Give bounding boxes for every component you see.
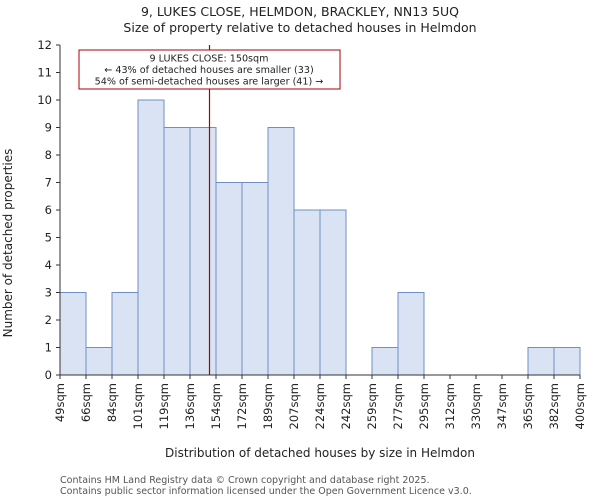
y-tick-label: 9 <box>45 121 52 135</box>
y-tick-label: 5 <box>45 231 52 245</box>
annotation-line-3: 54% of semi-detached houses are larger (… <box>95 77 324 88</box>
x-tick-label: 66sqm <box>79 383 93 422</box>
bar-49sqm <box>59 292 87 376</box>
bar-207sqm <box>293 209 321 376</box>
annotation-box <box>78 49 341 90</box>
y-tick-label: 1 <box>45 341 52 355</box>
x-tick-label: 224sqm <box>313 383 327 429</box>
x-tick-label: 242sqm <box>339 383 353 429</box>
y-tick-label: 2 <box>45 313 52 327</box>
x-tick-label: 382sqm <box>547 383 561 429</box>
bar-154sqm <box>215 182 243 376</box>
y-tick-label: 7 <box>45 176 52 190</box>
x-tick-label: 295sqm <box>417 383 431 429</box>
x-tick-label: 207sqm <box>287 383 301 429</box>
x-tick-label: 259sqm <box>365 383 379 429</box>
bars-group <box>59 99 581 376</box>
y-tick-label: 12 <box>37 38 52 52</box>
x-tick-label: 189sqm <box>261 383 275 429</box>
x-tick-label: 101sqm <box>131 383 145 429</box>
bar-66sqm <box>85 347 113 376</box>
annotation-line-2: ← 43% of detached houses are smaller (33… <box>104 65 313 76</box>
y-tick-label: 6 <box>45 203 52 217</box>
chart-title: 9, LUKES CLOSE, HELMDON, BRACKLEY, NN13 … <box>141 4 459 19</box>
bar-101sqm <box>137 99 165 376</box>
x-tick-label: 330sqm <box>469 383 483 429</box>
y-tick-label: 11 <box>37 66 52 80</box>
y-tick-label: 8 <box>45 148 52 162</box>
x-tick-label: 400sqm <box>573 383 587 429</box>
bar-189sqm <box>267 127 295 376</box>
bar-172sqm <box>241 182 269 376</box>
x-tick-label: 172sqm <box>235 383 249 429</box>
x-tick-label: 347sqm <box>495 383 509 429</box>
x-axis-ticks: 49sqm 66sqm 84sqm 101sqm 119sqm 136sqm 154sqm 1… <box>53 375 587 429</box>
x-axis-label: Distribution of detached houses by size … <box>165 446 475 460</box>
y-axis-label: Number of detached properties <box>1 149 15 338</box>
x-tick-label: 312sqm <box>443 383 457 429</box>
footer-line-2: Contains public sector information licen… <box>60 486 472 497</box>
bar-84sqm <box>111 292 139 376</box>
x-tick-label: 49sqm <box>53 383 67 422</box>
x-tick-label: 365sqm <box>521 383 535 429</box>
bar-277sqm <box>397 292 425 376</box>
x-tick-label: 154sqm <box>209 383 223 429</box>
bar-382sqm <box>553 347 581 376</box>
y-tick-label: 10 <box>37 93 52 107</box>
x-tick-label: 84sqm <box>105 383 119 422</box>
bar-259sqm <box>371 347 399 376</box>
y-tick-label: 0 <box>45 368 52 382</box>
x-tick-label: 136sqm <box>183 383 197 429</box>
x-tick-label: 277sqm <box>391 383 405 429</box>
annotation-line-1: 9 LUKES CLOSE: 150sqm <box>150 54 269 65</box>
footer-line-1: Contains HM Land Registry data © Crown c… <box>60 475 430 486</box>
y-tick-label: 3 <box>45 286 52 300</box>
x-tick-label: 119sqm <box>157 383 171 429</box>
bar-119sqm <box>163 127 191 376</box>
y-tick-label: 4 <box>45 258 52 272</box>
chart-subtitle: Size of property relative to detached ho… <box>123 20 476 35</box>
bar-224sqm <box>319 209 347 376</box>
bar-365sqm <box>527 347 555 376</box>
bar-136sqm <box>189 127 217 376</box>
